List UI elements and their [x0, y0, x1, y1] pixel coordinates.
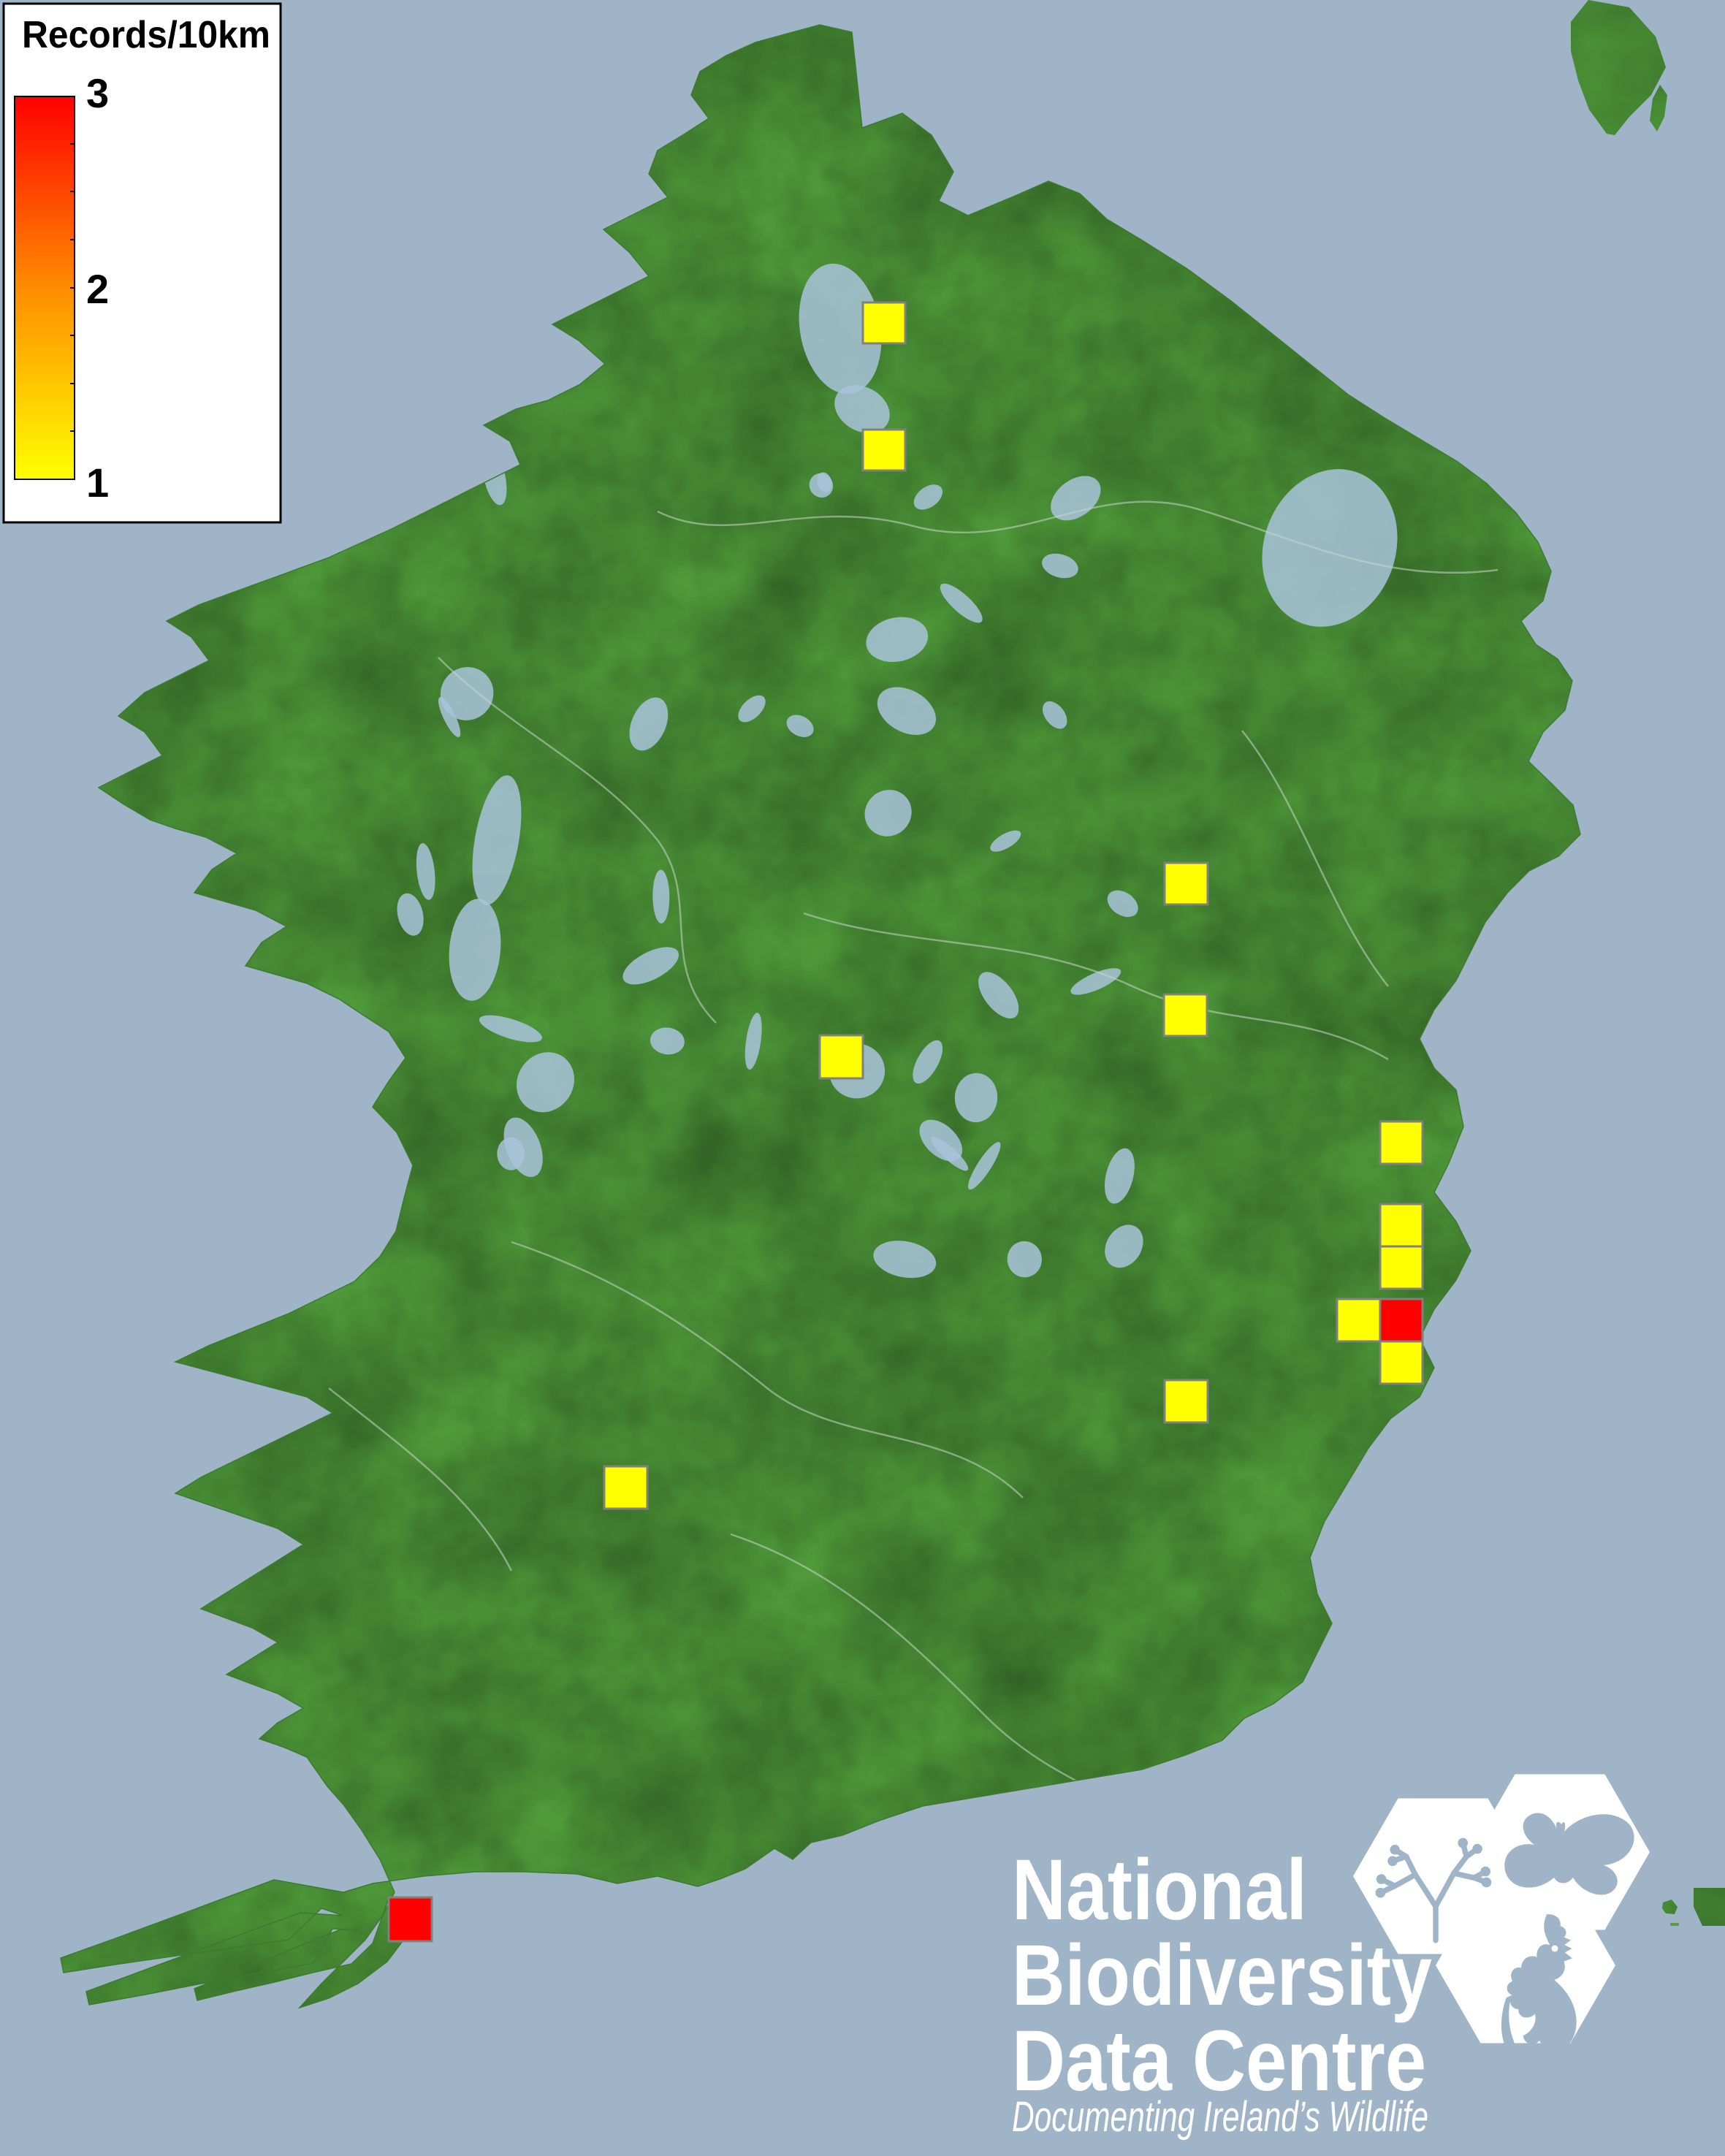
svg-text:Biodiversity: Biodiversity	[1012, 1927, 1432, 2024]
svg-text:Documenting Ireland’s Wildlife: Documenting Ireland’s Wildlife	[1012, 2093, 1428, 2141]
svg-text:2: 2	[86, 266, 109, 312]
svg-text:1: 1	[86, 460, 109, 506]
svg-text:National: National	[1012, 1842, 1307, 1938]
svg-text:Records/10km: Records/10km	[22, 14, 270, 56]
svg-text:3: 3	[86, 70, 109, 116]
